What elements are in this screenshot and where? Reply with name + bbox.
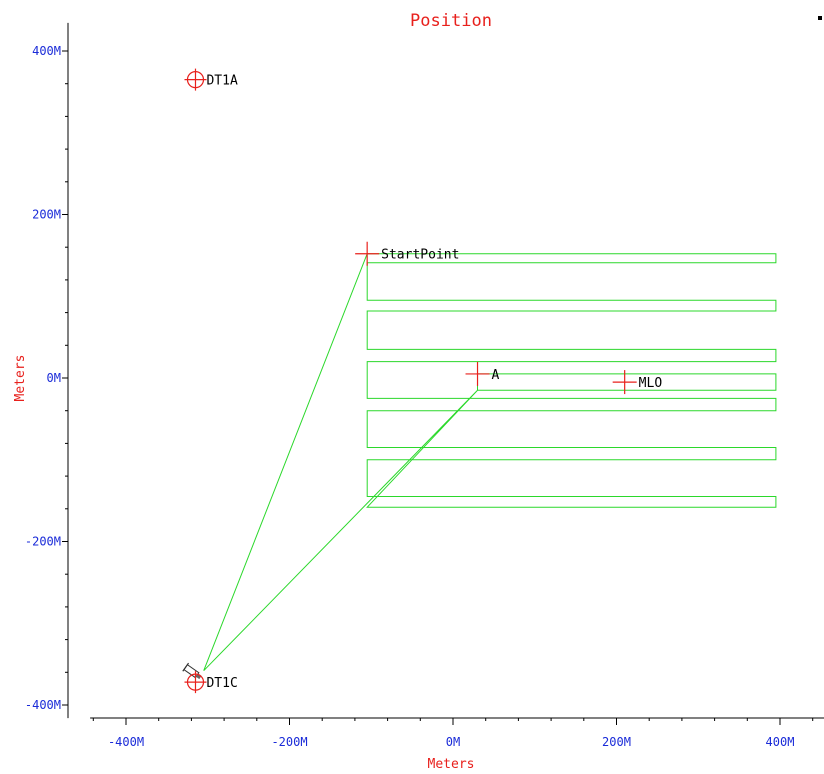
lawnmower-path: [204, 254, 776, 671]
track-path: [204, 254, 776, 671]
x-tick-label: 400M: [766, 735, 795, 749]
y-tick-label: 0M: [47, 371, 61, 385]
vehicle-icon: [183, 663, 203, 682]
waypoint-dt1c: DT1C: [184, 671, 237, 693]
y-tick-label: -200M: [25, 535, 61, 549]
waypoint-label: A: [492, 368, 500, 383]
waypoint-dt1a: DT1A: [184, 69, 237, 91]
waypoint-label: StartPoint: [381, 248, 459, 263]
axes: 400M 200M 0M -200M -400M -400M -200M 0M 200M 400M: [25, 23, 824, 749]
x-tick-label: -400M: [108, 735, 144, 749]
waypoints: DT1A DT1C StartPoint A MLO: [184, 69, 662, 693]
x-tick-label: 200M: [602, 735, 631, 749]
x-tick-label: -200M: [271, 735, 307, 749]
y-tick-label: 400M: [32, 44, 61, 58]
y-tick-label: 200M: [32, 208, 61, 222]
waypoint-label: MLO: [639, 376, 663, 391]
waypoint-label: DT1A: [206, 74, 237, 89]
corner-mark: [818, 16, 822, 20]
x-axis-label: Meters: [428, 757, 475, 772]
waypoint-a: A: [466, 362, 500, 386]
waypoint-label: DT1C: [206, 676, 237, 691]
chart-title: Position: [410, 11, 492, 31]
waypoint-startpoint: StartPoint: [355, 242, 459, 266]
y-axis-label: Meters: [13, 355, 28, 402]
vehicle-glyph: [183, 663, 203, 682]
x-tick-label: 0M: [446, 735, 460, 749]
y-tick-label: -400M: [25, 698, 61, 712]
